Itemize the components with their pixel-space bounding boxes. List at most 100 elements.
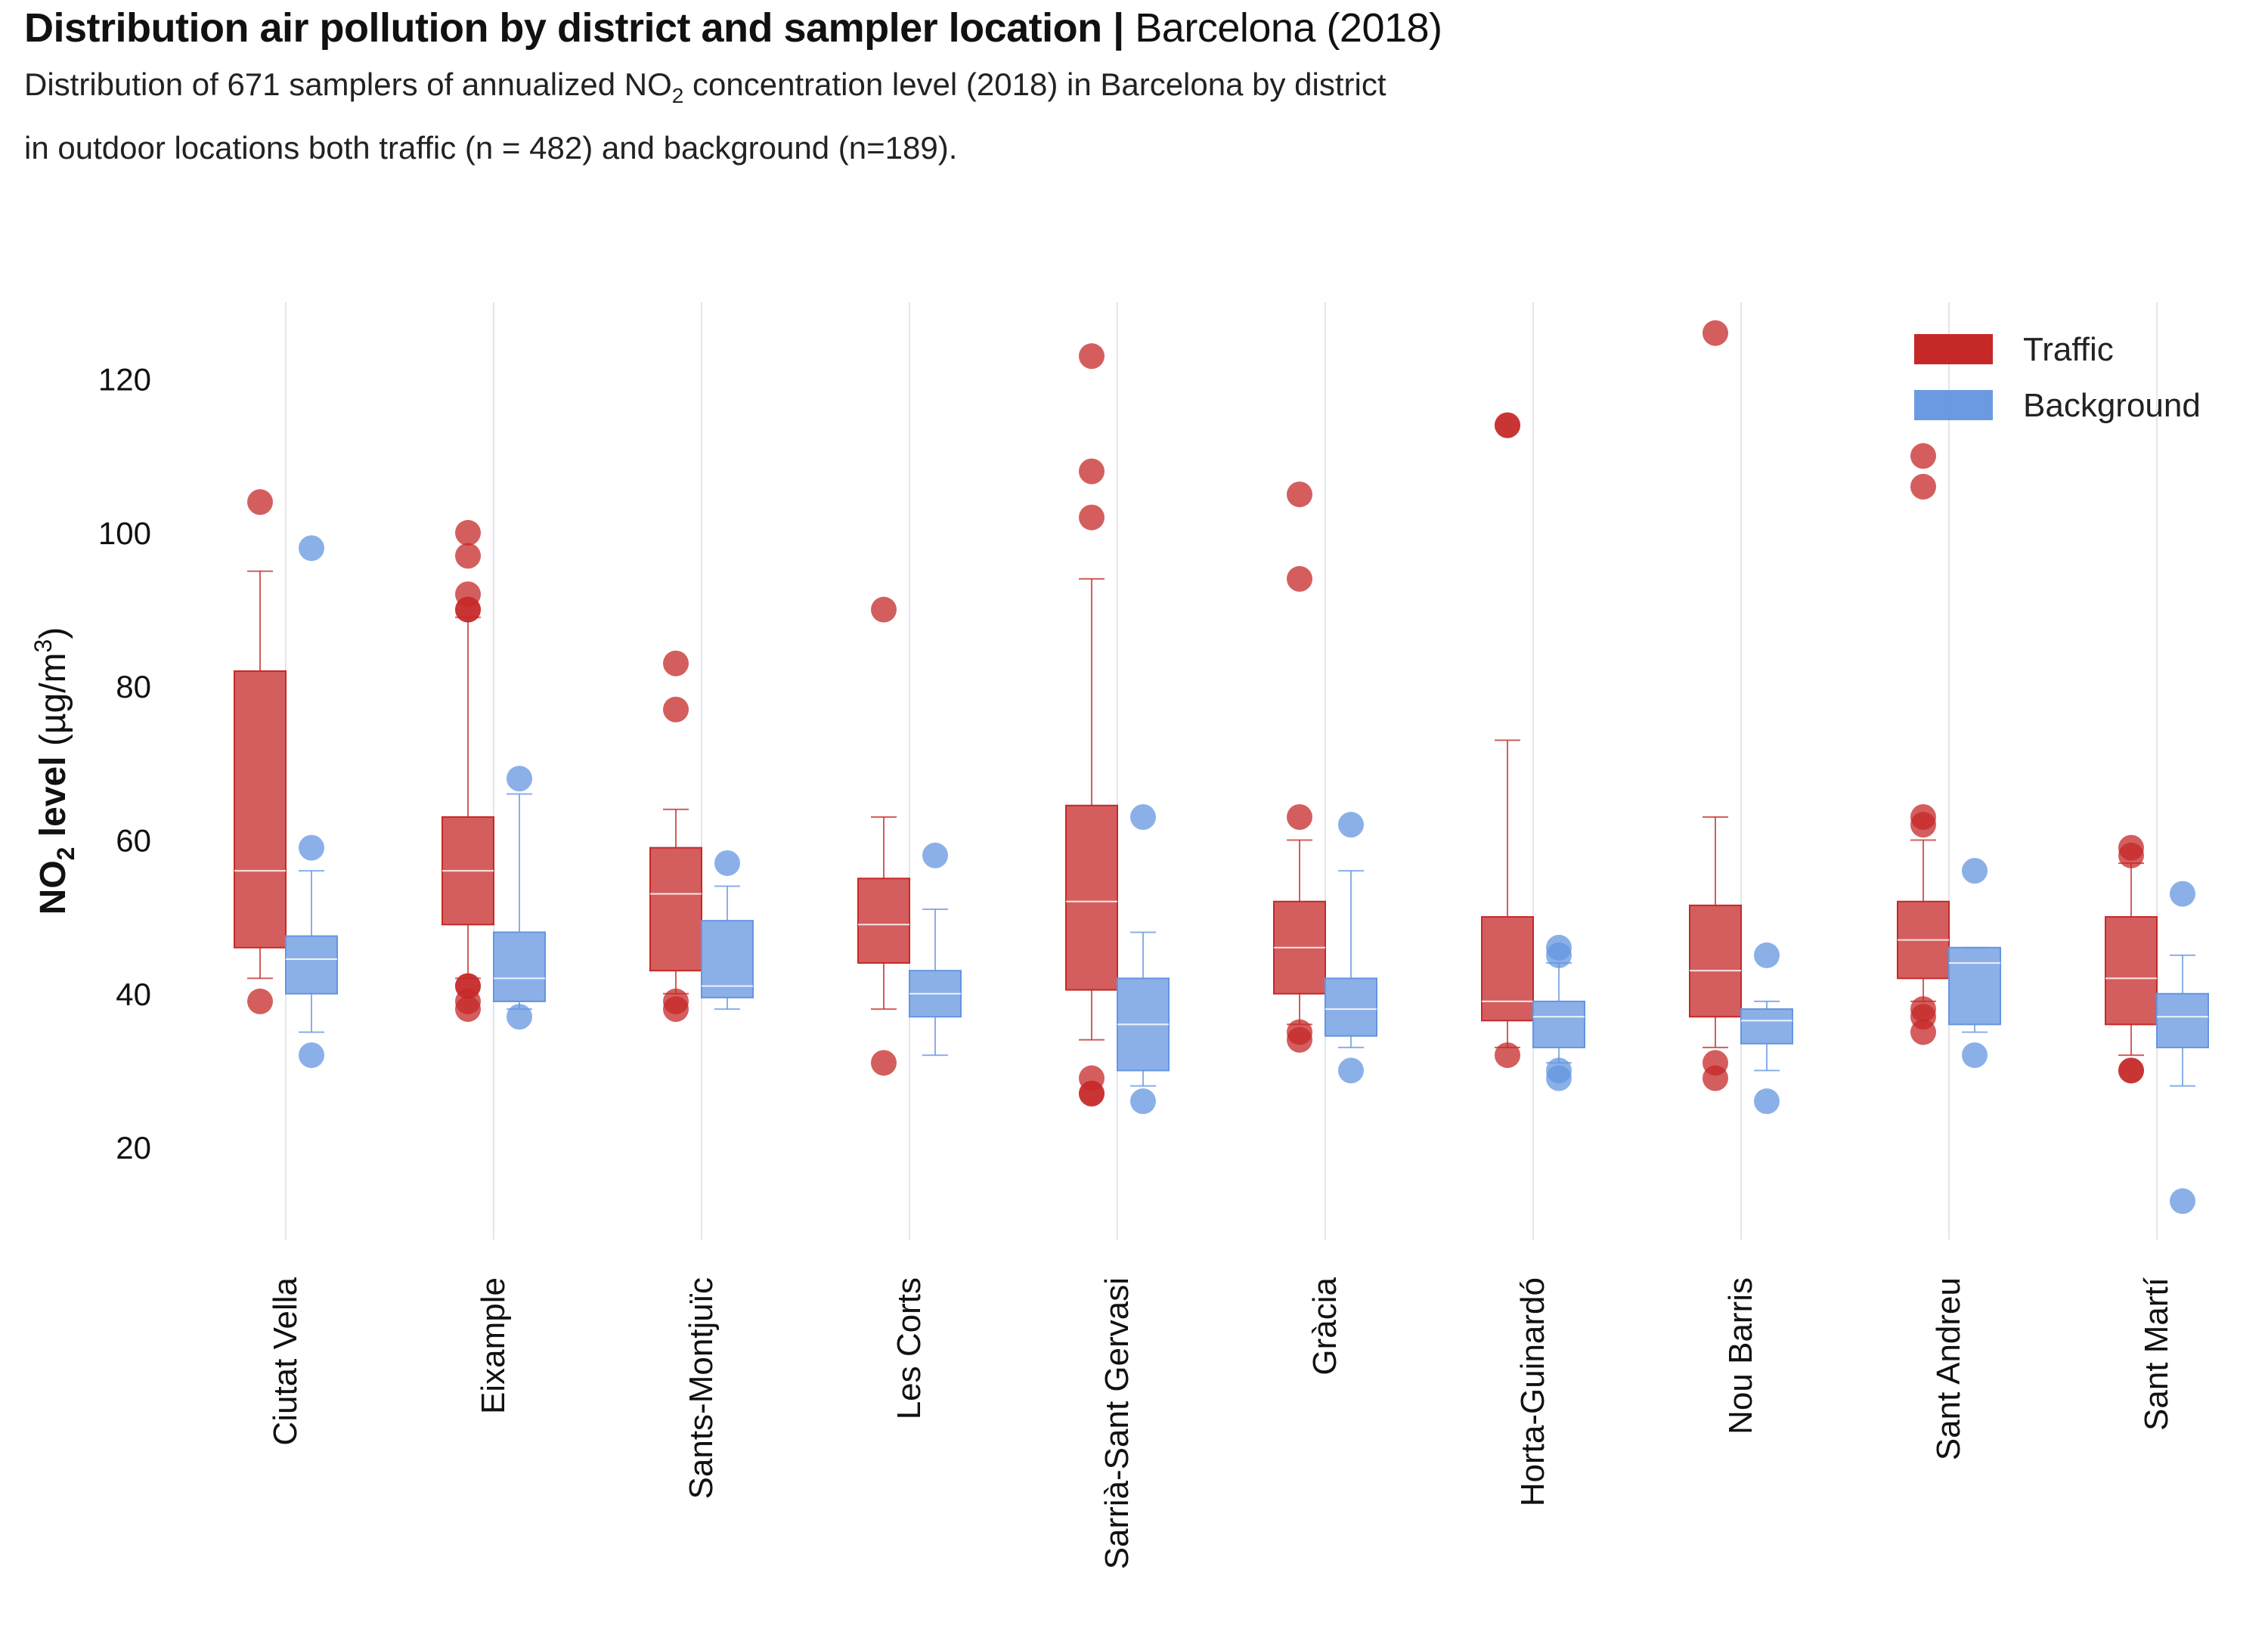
box-traffic: [649, 650, 702, 1023]
outlier-point: [299, 535, 324, 562]
outlier-point: [1079, 343, 1105, 370]
box-iqr: [857, 878, 910, 964]
y-axis-label-no: NO: [33, 860, 73, 915]
outlier-point: [1703, 1065, 1728, 1091]
box-iqr: [1689, 904, 1742, 1018]
box-background: [909, 842, 962, 1057]
box-iqr: [234, 670, 287, 949]
outlier-point: [1910, 443, 1936, 469]
outlier-point: [1546, 942, 1572, 968]
box-iqr: [1325, 977, 1377, 1037]
box-iqr: [1065, 804, 1118, 991]
outlier-point: [1287, 481, 1312, 508]
x-tick-label: Sarrià-Sant Gervasi: [1098, 1277, 1136, 1569]
legend-label: Traffic: [2023, 331, 2114, 368]
y-tick-label: 40: [116, 977, 151, 1012]
box-background: [493, 766, 546, 1030]
outlier-point: [455, 543, 481, 569]
box-background: [285, 535, 338, 1069]
outlier-point: [1338, 1057, 1364, 1084]
box-traffic: [1689, 320, 1742, 1091]
x-tick-label: Horta-Guinardó: [1514, 1277, 1551, 1506]
box-background: [1117, 803, 1170, 1115]
outlier-point: [507, 1004, 532, 1030]
y-axis-label-superscript: 3: [29, 639, 57, 653]
box-iqr: [1948, 946, 2001, 1026]
outlier-point: [1495, 412, 1520, 438]
outlier-point: [922, 842, 948, 868]
box-traffic: [1273, 481, 1326, 1053]
outlier-point: [871, 596, 897, 623]
box-background: [1740, 942, 1793, 1115]
chart-title: Distribution air pollution by district a…: [24, 5, 1442, 51]
outlier-point: [507, 766, 532, 792]
box-traffic: [2105, 834, 2158, 1084]
y-axis-label-subscript: 2: [52, 847, 79, 861]
x-tick-label: Gràcia: [1306, 1277, 1343, 1375]
box-iqr: [1740, 1008, 1793, 1045]
outlier-point: [1754, 942, 1780, 968]
box-iqr: [285, 935, 338, 995]
box-traffic: [234, 489, 287, 1014]
outlier-point: [714, 850, 740, 876]
outlier-point: [1754, 1088, 1780, 1115]
outlier-point: [1338, 812, 1364, 838]
box-iqr: [1532, 1000, 1585, 1048]
outlier-point: [455, 519, 481, 546]
box-traffic: [1481, 412, 1534, 1069]
x-tick-label: Sants-Montjuïc: [683, 1277, 720, 1499]
y-tick-label: 80: [116, 669, 151, 704]
y-axis-label-level: level: [33, 756, 73, 847]
outlier-point: [2170, 881, 2195, 907]
box-background: [1325, 812, 1377, 1084]
grid-lines: [285, 302, 2158, 1240]
outlier-point: [247, 988, 273, 1014]
outlier-point: [299, 1042, 324, 1069]
subtitle-line1-pre: Distribution of 671 samplers of annualiz…: [24, 67, 672, 102]
series-background: [285, 535, 2209, 1215]
x-tick-label: Sant Martí: [2138, 1277, 2175, 1431]
outlier-point: [1079, 504, 1105, 531]
outlier-point: [1910, 812, 1936, 838]
outlier-point: [247, 489, 273, 515]
legend-label: Background: [2023, 387, 2201, 424]
y-tick-label: 100: [98, 515, 151, 551]
chart-title-main: Distribution air pollution by district a…: [24, 5, 1102, 51]
outlier-point: [2118, 842, 2144, 868]
outlier-point: [1703, 320, 1728, 346]
box-background: [1948, 858, 2001, 1069]
x-tick-label: Nou Barris: [1722, 1277, 1759, 1435]
outlier-point: [1079, 1080, 1105, 1107]
y-tick-label: 20: [116, 1130, 151, 1165]
outlier-point: [1495, 1042, 1520, 1069]
outlier-point: [1287, 565, 1312, 592]
box-traffic: [857, 596, 910, 1076]
y-tick-label: 120: [98, 362, 151, 398]
box-plot-series: [234, 320, 2209, 1215]
subtitle-line1-post: concentration level (2018) in Barcelona …: [683, 67, 1387, 102]
legend-swatch: [1914, 334, 1993, 364]
outlier-point: [455, 996, 481, 1023]
outlier-point: [663, 650, 689, 676]
x-tick-label: Les Corts: [891, 1277, 928, 1419]
legend-swatch: [1914, 390, 1993, 420]
y-axis: 20 40 60 80 100 120: [98, 362, 151, 1165]
x-axis: Ciutat Vella Eixample Sants-Montjuïc Les Co…: [267, 1277, 2175, 1569]
outlier-point: [299, 834, 324, 861]
box-iqr: [1481, 916, 1534, 1022]
box-traffic: [442, 519, 494, 1023]
box-iqr: [493, 931, 546, 1002]
outlier-point: [663, 996, 689, 1023]
outlier-point: [1910, 1019, 1936, 1045]
chart-subtitle-line1: Distribution of 671 samplers of annualiz…: [24, 67, 1387, 107]
chart-title-separator: |: [1113, 5, 1124, 51]
x-tick-label: Eixample: [475, 1277, 512, 1414]
outlier-point: [663, 696, 689, 723]
outlier-point: [2170, 1188, 2195, 1215]
box-iqr: [649, 847, 702, 972]
subtitle-line1-subscript: 2: [671, 84, 684, 107]
x-tick-label: Sant Andreu: [1930, 1277, 1967, 1460]
outlier-point: [1287, 1026, 1312, 1053]
box-iqr: [2105, 916, 2158, 1026]
box-iqr: [701, 920, 754, 998]
